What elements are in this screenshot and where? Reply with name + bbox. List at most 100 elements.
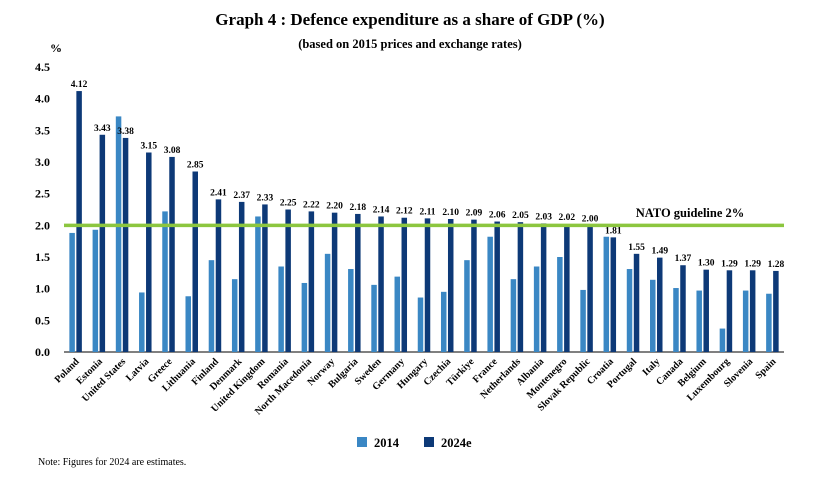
data-label-2024e-montenegro: 2.02: [559, 213, 576, 223]
chart-title: Graph 4 : Defence expenditure as a share…: [215, 10, 604, 29]
y-axis-ticks: 0.0 0.5 1.0 1.5 2.0 2.5 3.0 3.5 4.0 4.5: [35, 60, 50, 359]
bar-2024e-finland: [215, 199, 222, 352]
legend-swatch-2024e: [424, 437, 434, 447]
data-label-2024e-germany: 2.12: [396, 207, 413, 217]
y-tick-label-5: 2.5: [35, 187, 50, 201]
legend: 2014 2024e: [357, 436, 472, 450]
bar-2014-slovak-republic: [580, 289, 586, 352]
y-tick-label-0: 0.0: [35, 345, 50, 359]
y-tick-label-6: 3.0: [35, 155, 50, 169]
bar-2014-sweden: [371, 284, 377, 352]
y-tick-label-9: 4.5: [35, 60, 50, 74]
bar-2024e-greece: [169, 156, 175, 352]
bar-2024e-sweden: [378, 216, 384, 352]
bar-2024e-romania: [285, 209, 291, 352]
data-label-2024e-belgium: 1.30: [698, 259, 715, 269]
bar-2014-poland: [69, 232, 75, 352]
y-tick-label-3: 1.5: [35, 250, 50, 264]
bar-2014-czechia: [440, 291, 447, 352]
bar-2014-united-kingdom: [255, 216, 261, 352]
data-label-2024e-poland: 4.12: [71, 80, 88, 90]
bar-2024e-spain: [773, 270, 779, 352]
bar-2024e-luxembourg: [726, 270, 733, 352]
data-label-2024e-slovak-republic: 2.00: [582, 214, 599, 224]
data-label-2024e-italy: 1.49: [651, 247, 668, 257]
bars-group: [69, 91, 779, 353]
bar-2014-hungary: [417, 297, 424, 352]
bar-2024e-albania: [540, 223, 547, 352]
bar-2024e-slovenia: [749, 270, 756, 352]
bar-2024e-portugal: [633, 253, 640, 352]
bar-2014-spain: [766, 293, 772, 352]
bar-2024e-slovak-republic: [587, 225, 593, 352]
bar-2014-turkiye: [464, 260, 470, 352]
bar-2024e-united-states: [122, 137, 129, 352]
bar-2024e-czechia: [447, 219, 454, 352]
bar-2014-montenegro: [557, 257, 563, 352]
data-label-2024e-spain: 1.28: [768, 260, 785, 270]
bar-2014-north-macedonia: [301, 282, 308, 352]
bar-2024e-canada: [680, 265, 686, 352]
bar-2014-bulgaria: [348, 269, 354, 352]
data-label-2024e-croatia: 1.81: [605, 226, 622, 236]
data-label-2024e-albania: 2.03: [535, 212, 552, 222]
y-tick-label-8: 4.0: [35, 92, 50, 106]
y-tick-label-7: 3.5: [35, 123, 50, 137]
bar-2014-norway: [324, 253, 331, 352]
bar-2024e-latvia: [146, 152, 152, 352]
bar-2024e-poland: [76, 91, 82, 353]
bar-2014-lithuania: [185, 296, 191, 352]
bar-2024e-montenegro: [564, 224, 570, 352]
data-label-2024e-france: 2.06: [489, 211, 506, 221]
bar-2024e-croatia: [610, 237, 617, 352]
data-labels-group: 4.12 3.43 3.38 3.15 3.08 2.85 2.41 2.37 2.33 2.25…: [71, 80, 785, 270]
bar-2014-romania: [278, 266, 284, 352]
nato-guideline-label: NATO guideline 2%: [636, 206, 745, 220]
bar-2014-portugal: [626, 269, 633, 352]
bar-2014-germany: [394, 276, 401, 352]
data-label-2024e-romania: 2.25: [280, 199, 297, 209]
bar-2024e-germany: [401, 217, 408, 352]
y-tick-label-1: 0.5: [35, 313, 50, 327]
bar-2014-belgium: [696, 290, 702, 352]
y-tick-label-2: 1.0: [35, 282, 50, 296]
bar-2024e-netherlands: [517, 222, 524, 352]
y-tick-label-4: 2.0: [35, 218, 50, 232]
data-label-2024e-sweden: 2.14: [373, 205, 390, 215]
data-label-2024e-czechia: 2.10: [442, 208, 459, 218]
data-label-2024e-netherlands: 2.05: [512, 211, 529, 221]
bar-2014-finland: [208, 260, 215, 352]
bar-2024e-lithuania: [192, 171, 198, 352]
chart-subtitle: (based on 2015 prices and exchange rates…: [298, 37, 522, 51]
bar-2024e-france: [494, 221, 500, 352]
bar-2014-france: [487, 236, 493, 352]
bar-2014-canada: [673, 288, 679, 352]
legend-label-2014: 2014: [374, 436, 400, 450]
data-label-2024e-denmark: 2.37: [233, 191, 250, 201]
bar-2014-italy: [650, 279, 656, 352]
bar-2014-latvia: [139, 292, 145, 352]
bar-2014-greece: [162, 211, 168, 352]
data-label-2024e-luxembourg: 1.29: [721, 259, 738, 269]
bar-2024e-bulgaria: [355, 213, 361, 352]
y-axis-unit-label: %: [50, 41, 62, 55]
data-label-2024e-slovenia: 1.29: [744, 259, 761, 269]
bar-2024e-united-kingdom: [262, 204, 268, 352]
bar-2024e-north-macedonia: [308, 211, 315, 352]
data-label-2024e-finland: 2.41: [210, 188, 227, 198]
data-label-2024e-norway: 2.20: [326, 202, 343, 212]
bar-2014-croatia: [603, 236, 610, 352]
legend-swatch-2014: [357, 437, 367, 447]
bar-2024e-italy: [657, 257, 663, 352]
bar-2014-luxembourg: [719, 328, 726, 352]
bar-2014-albania: [533, 266, 540, 352]
data-label-2024e-hungary: 2.11: [419, 207, 435, 217]
bar-2014-united-states: [115, 116, 122, 353]
bar-2014-denmark: [231, 279, 238, 352]
bar-2014-slovenia: [742, 290, 749, 352]
bar-2024e-belgium: [703, 269, 709, 352]
data-label-2024e-turkiye: 2.09: [466, 209, 483, 219]
data-label-2024e-united-kingdom: 2.33: [257, 193, 274, 203]
